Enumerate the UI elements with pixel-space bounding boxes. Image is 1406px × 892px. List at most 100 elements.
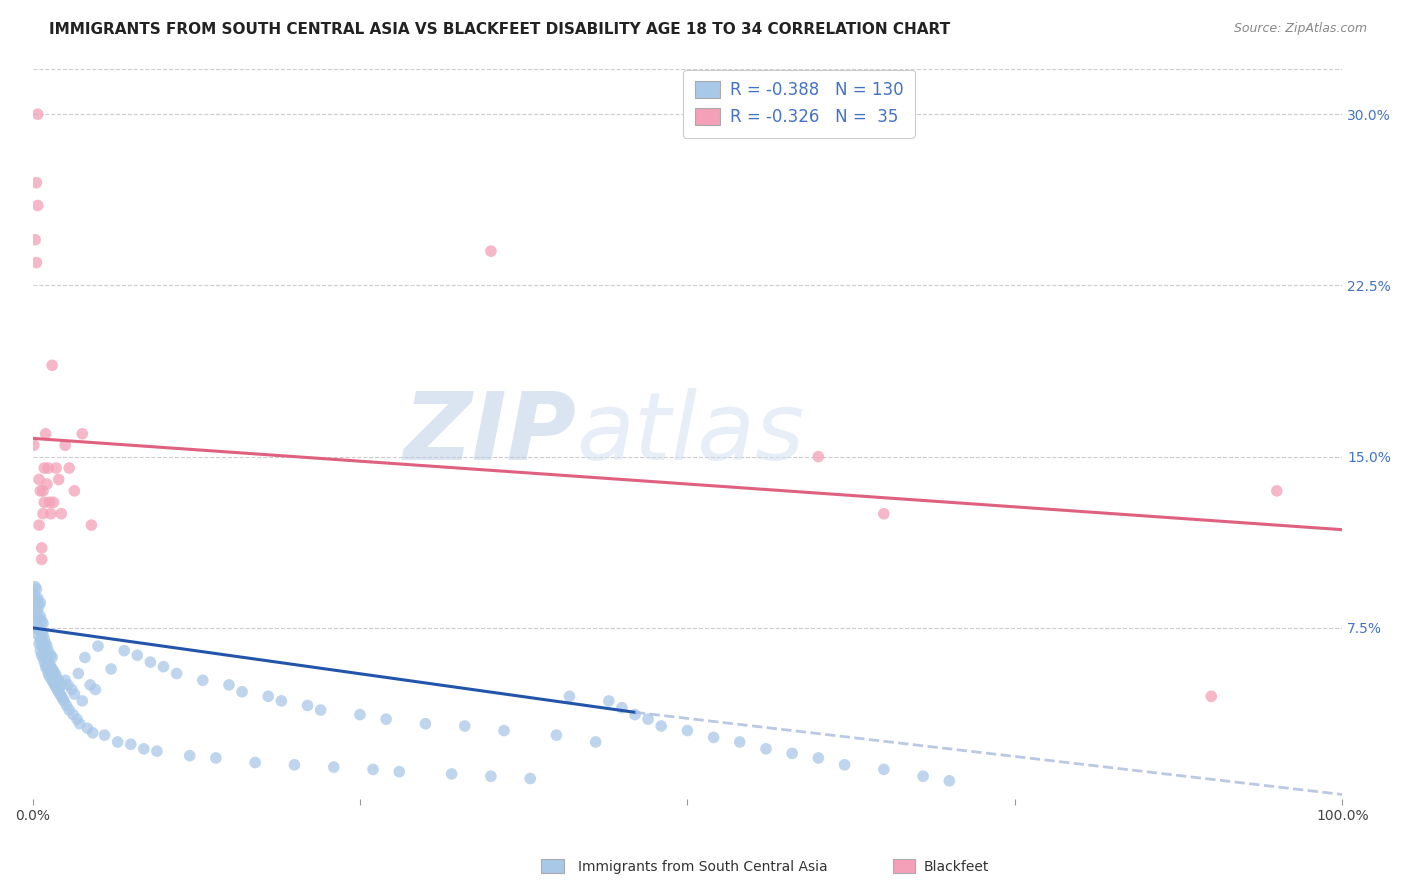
Point [32,628,55,642]
Point [624,707,647,722]
Point [35,477,58,491]
Point [52,694,75,708]
Point [361,763,384,777]
Point [82,726,104,740]
Point [938,773,960,788]
Point [52,691,75,706]
Point [243,756,266,770]
Point [546,728,568,742]
Point [35,662,58,676]
Point [44,678,66,692]
Point [31,648,53,663]
Point [38,495,60,509]
Point [42,495,65,509]
Point [492,723,515,738]
Point [76,721,98,735]
Point [191,673,214,688]
Point [87,639,110,653]
Point [34,426,56,441]
Point [25,593,48,607]
Point [610,700,633,714]
Point [205,751,228,765]
Point [32,655,55,669]
Point [93,728,115,742]
Point [35,650,58,665]
Text: Immigrants from South Central Asia: Immigrants from South Central Asia [578,860,828,874]
Point [42,664,65,678]
Point [152,659,174,673]
Point [51,678,73,692]
Point [127,648,149,663]
Point [24,580,46,594]
Point [48,673,70,688]
Point [375,712,398,726]
Point [28,623,51,637]
Point [31,637,53,651]
Point [637,712,659,726]
Point [32,461,55,475]
Point [37,461,59,475]
Point [100,662,122,676]
Point [45,669,67,683]
Point [31,625,53,640]
Point [28,518,51,533]
Point [112,643,135,657]
Point [32,639,55,653]
Legend: R = -0.388   N = 130, R = -0.326   N =  35: R = -0.388 N = 130, R = -0.326 N = 35 [683,70,915,137]
Point [28,612,51,626]
Text: Blackfeet: Blackfeet [924,860,988,874]
Point [728,735,751,749]
Point [32,495,55,509]
Point [53,438,76,452]
Point [37,643,59,657]
Point [34,637,56,651]
Point [388,764,411,779]
Point [27,614,49,628]
Point [42,675,65,690]
Point [38,669,60,683]
Point [48,685,70,699]
Point [63,687,86,701]
Point [598,694,620,708]
Point [30,483,52,498]
Point [107,735,129,749]
Point [27,591,49,606]
Point [67,666,90,681]
Point [218,678,240,692]
Text: Source: ZipAtlas.com: Source: ZipAtlas.com [1233,22,1367,36]
Point [38,657,60,672]
Point [349,707,371,722]
Point [37,666,59,681]
Point [22,586,45,600]
Point [39,507,62,521]
Point [53,673,76,688]
Point [676,723,699,738]
Point [84,682,107,697]
Text: ZIP: ZIP [404,388,576,480]
Point [30,643,52,657]
Point [46,682,69,697]
Point [34,648,56,663]
Point [585,735,607,749]
Point [27,198,49,212]
Point [1265,483,1288,498]
Point [80,518,103,533]
Point [51,690,73,704]
Point [58,461,80,475]
Point [39,671,62,685]
Point [479,769,502,783]
Point [322,760,344,774]
Point [30,632,52,647]
Point [703,731,725,745]
Point [25,605,48,619]
Point [120,737,142,751]
Point [24,609,46,624]
Point [79,678,101,692]
Point [24,233,46,247]
Point [28,637,51,651]
Point [834,757,856,772]
Point [650,719,672,733]
Point [37,655,59,669]
Point [32,507,55,521]
Point [44,666,66,681]
